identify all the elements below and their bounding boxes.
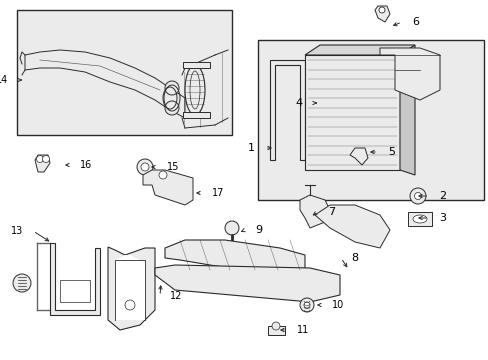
Polygon shape — [35, 155, 50, 172]
Bar — [258, 40, 483, 200]
Text: 13: 13 — [11, 226, 23, 236]
Polygon shape — [108, 247, 155, 330]
Circle shape — [164, 101, 179, 115]
Text: 7: 7 — [327, 207, 334, 217]
Text: 4: 4 — [295, 98, 303, 108]
Text: 5: 5 — [387, 147, 394, 157]
Circle shape — [299, 298, 313, 312]
Polygon shape — [314, 205, 389, 248]
Text: 6: 6 — [411, 17, 418, 27]
Bar — [183, 62, 209, 68]
Circle shape — [414, 193, 421, 199]
Polygon shape — [379, 48, 439, 100]
Bar — [267, 326, 285, 335]
Polygon shape — [25, 50, 184, 118]
Polygon shape — [374, 6, 389, 22]
Text: 14: 14 — [0, 75, 8, 85]
Text: 8: 8 — [350, 253, 357, 263]
Text: 1: 1 — [247, 143, 254, 153]
Bar — [407, 212, 431, 226]
Polygon shape — [305, 45, 414, 55]
Polygon shape — [164, 240, 305, 275]
Polygon shape — [299, 195, 329, 228]
Text: 3: 3 — [438, 213, 445, 223]
Circle shape — [42, 156, 49, 162]
Circle shape — [37, 156, 43, 162]
Circle shape — [141, 163, 149, 171]
Circle shape — [164, 81, 179, 95]
Ellipse shape — [412, 215, 426, 223]
Circle shape — [224, 221, 239, 235]
Polygon shape — [269, 60, 305, 160]
Circle shape — [378, 7, 384, 13]
Polygon shape — [305, 55, 399, 170]
Polygon shape — [399, 45, 414, 175]
Ellipse shape — [184, 65, 204, 115]
Text: 11: 11 — [296, 325, 308, 335]
Circle shape — [137, 159, 153, 175]
Circle shape — [125, 300, 135, 310]
Text: 15: 15 — [167, 162, 179, 172]
Polygon shape — [115, 255, 145, 320]
Text: 12: 12 — [170, 291, 182, 301]
Bar — [60, 280, 90, 302]
Polygon shape — [155, 265, 339, 302]
Text: 17: 17 — [212, 188, 224, 198]
Circle shape — [409, 188, 425, 204]
Polygon shape — [142, 170, 193, 205]
Text: 2: 2 — [438, 191, 445, 201]
Circle shape — [304, 302, 309, 308]
Bar — [183, 112, 209, 118]
Text: 16: 16 — [80, 160, 92, 170]
Text: 9: 9 — [254, 225, 262, 235]
Circle shape — [159, 171, 167, 179]
Bar — [17, 10, 231, 135]
Circle shape — [13, 274, 31, 292]
Polygon shape — [349, 148, 367, 165]
Polygon shape — [50, 243, 100, 315]
Text: 10: 10 — [331, 300, 344, 310]
Circle shape — [271, 322, 280, 330]
